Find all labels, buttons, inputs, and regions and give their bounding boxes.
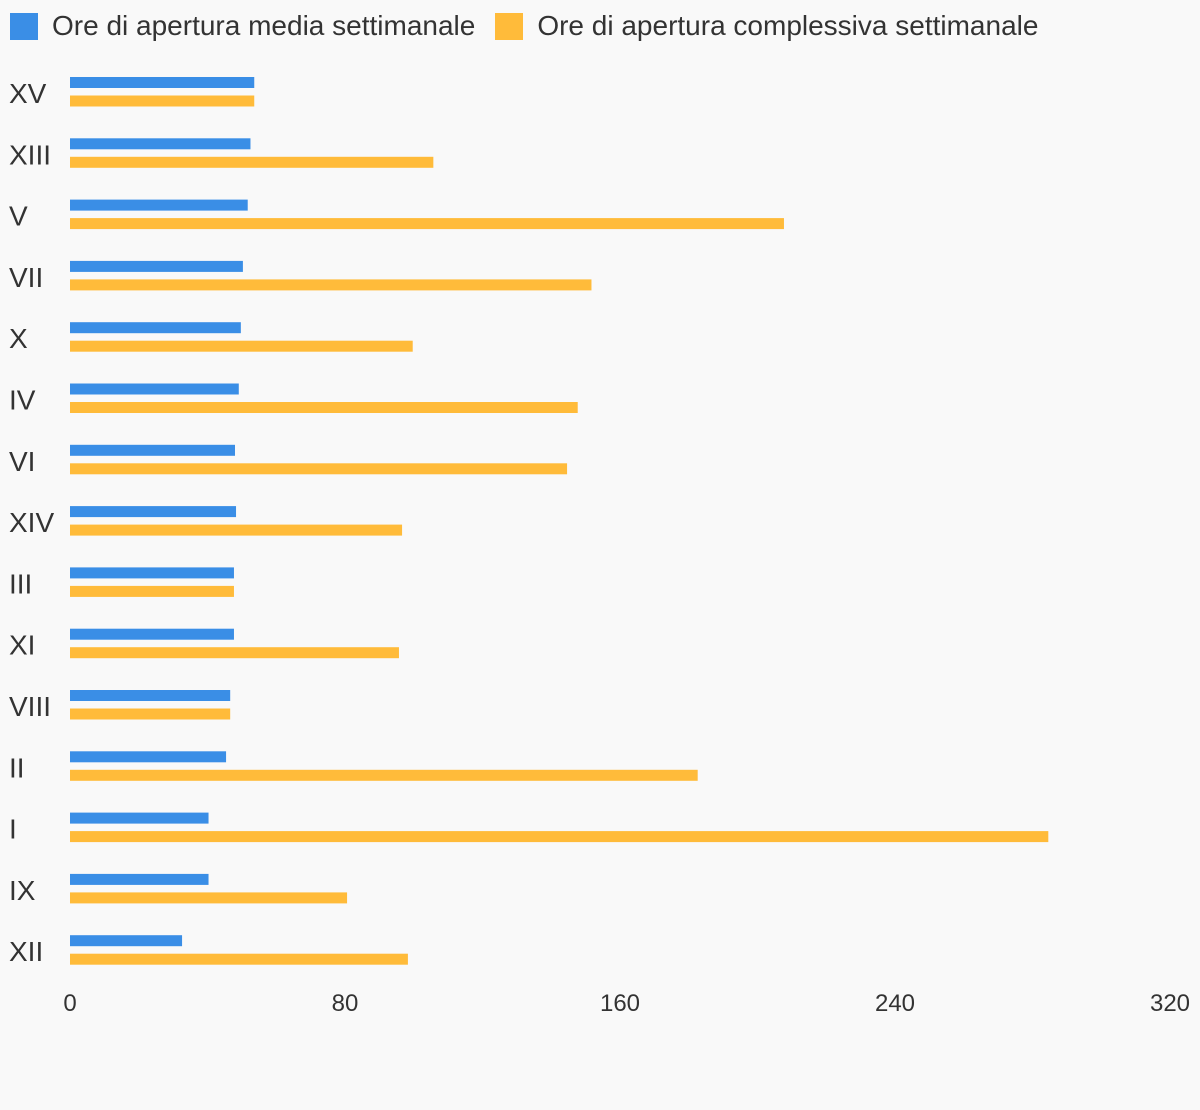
category-label-iii: III (9, 568, 32, 599)
bar-media-iii[interactable] (70, 567, 234, 579)
bar-media-xiv[interactable] (70, 506, 237, 518)
x-tick-label-320: 320 (1150, 990, 1190, 1017)
category-label-xi: XI (9, 630, 35, 661)
category-label-xiv: XIV (9, 507, 54, 538)
category-label-ix: IX (9, 875, 36, 906)
legend-label-complessiva: Ore di apertura complessiva settimanale (537, 10, 1039, 41)
category-label-v: V (9, 201, 28, 232)
bar-media-xii[interactable] (70, 935, 183, 947)
bar-complessiva-iii[interactable] (70, 585, 234, 597)
x-tick-label-0: 0 (63, 990, 76, 1017)
category-label-xiii: XIII (9, 139, 51, 170)
bar-media-ii[interactable] (70, 751, 227, 763)
category-label-ii: II (9, 752, 25, 783)
bar-complessiva-x[interactable] (70, 340, 413, 352)
bars-group (70, 77, 1049, 965)
bar-complessiva-ii[interactable] (70, 769, 698, 781)
category-label-vi: VI (9, 446, 35, 477)
bar-complessiva-xi[interactable] (70, 647, 399, 659)
bar-complessiva-vii[interactable] (70, 279, 592, 291)
bar-media-xv[interactable] (70, 77, 255, 88)
bar-complessiva-xii[interactable] (70, 953, 408, 965)
bar-media-ix[interactable] (70, 873, 209, 885)
legend-swatch-media (10, 12, 38, 40)
bar-media-i[interactable] (70, 812, 209, 824)
bar-media-xi[interactable] (70, 628, 234, 640)
x-axis-ticks: 0 80 160 240 320 (63, 990, 1190, 1017)
bar-complessiva-xv[interactable] (70, 95, 255, 107)
bar-media-v[interactable] (70, 199, 248, 211)
bar-complessiva-vi[interactable] (70, 463, 568, 475)
legend-label-media: Ore di apertura media settimanale (52, 10, 476, 41)
category-label-vii: VII (9, 262, 43, 293)
bar-complessiva-viii[interactable] (70, 708, 231, 720)
category-label-viii: VIII (9, 691, 51, 722)
legend-item-media[interactable]: Ore di apertura media settimanale (10, 10, 475, 42)
bar-complessiva-ix[interactable] (70, 892, 348, 904)
bar-media-iv[interactable] (70, 383, 239, 395)
chart-legend: Ore di apertura media settimanale Ore di… (10, 8, 1058, 44)
category-label-xv: XV (9, 78, 47, 109)
bar-complessiva-xiv[interactable] (70, 524, 403, 536)
x-tick-label-80: 80 (332, 990, 359, 1017)
bar-media-viii[interactable] (70, 690, 231, 701)
bar-complessiva-v[interactable] (70, 218, 784, 230)
category-label-i: I (9, 814, 17, 845)
bar-media-vii[interactable] (70, 260, 243, 272)
bar-complessiva-iv[interactable] (70, 402, 578, 413)
category-label-xii: XII (9, 936, 43, 967)
x-tick-label-240: 240 (875, 990, 915, 1017)
x-tick-label-160: 160 (600, 990, 640, 1017)
bar-complessiva-xiii[interactable] (70, 156, 434, 168)
bar-complessiva-i[interactable] (70, 831, 1049, 843)
bar-media-x[interactable] (70, 322, 241, 334)
legend-item-complessiva[interactable]: Ore di apertura complessiva settimanale (495, 10, 1038, 42)
bar-media-xiii[interactable] (70, 138, 251, 150)
category-label-iv: IV (9, 385, 36, 416)
legend-swatch-complessiva (495, 12, 524, 40)
bar-media-vi[interactable] (70, 444, 235, 456)
category-label-x: X (9, 323, 28, 354)
